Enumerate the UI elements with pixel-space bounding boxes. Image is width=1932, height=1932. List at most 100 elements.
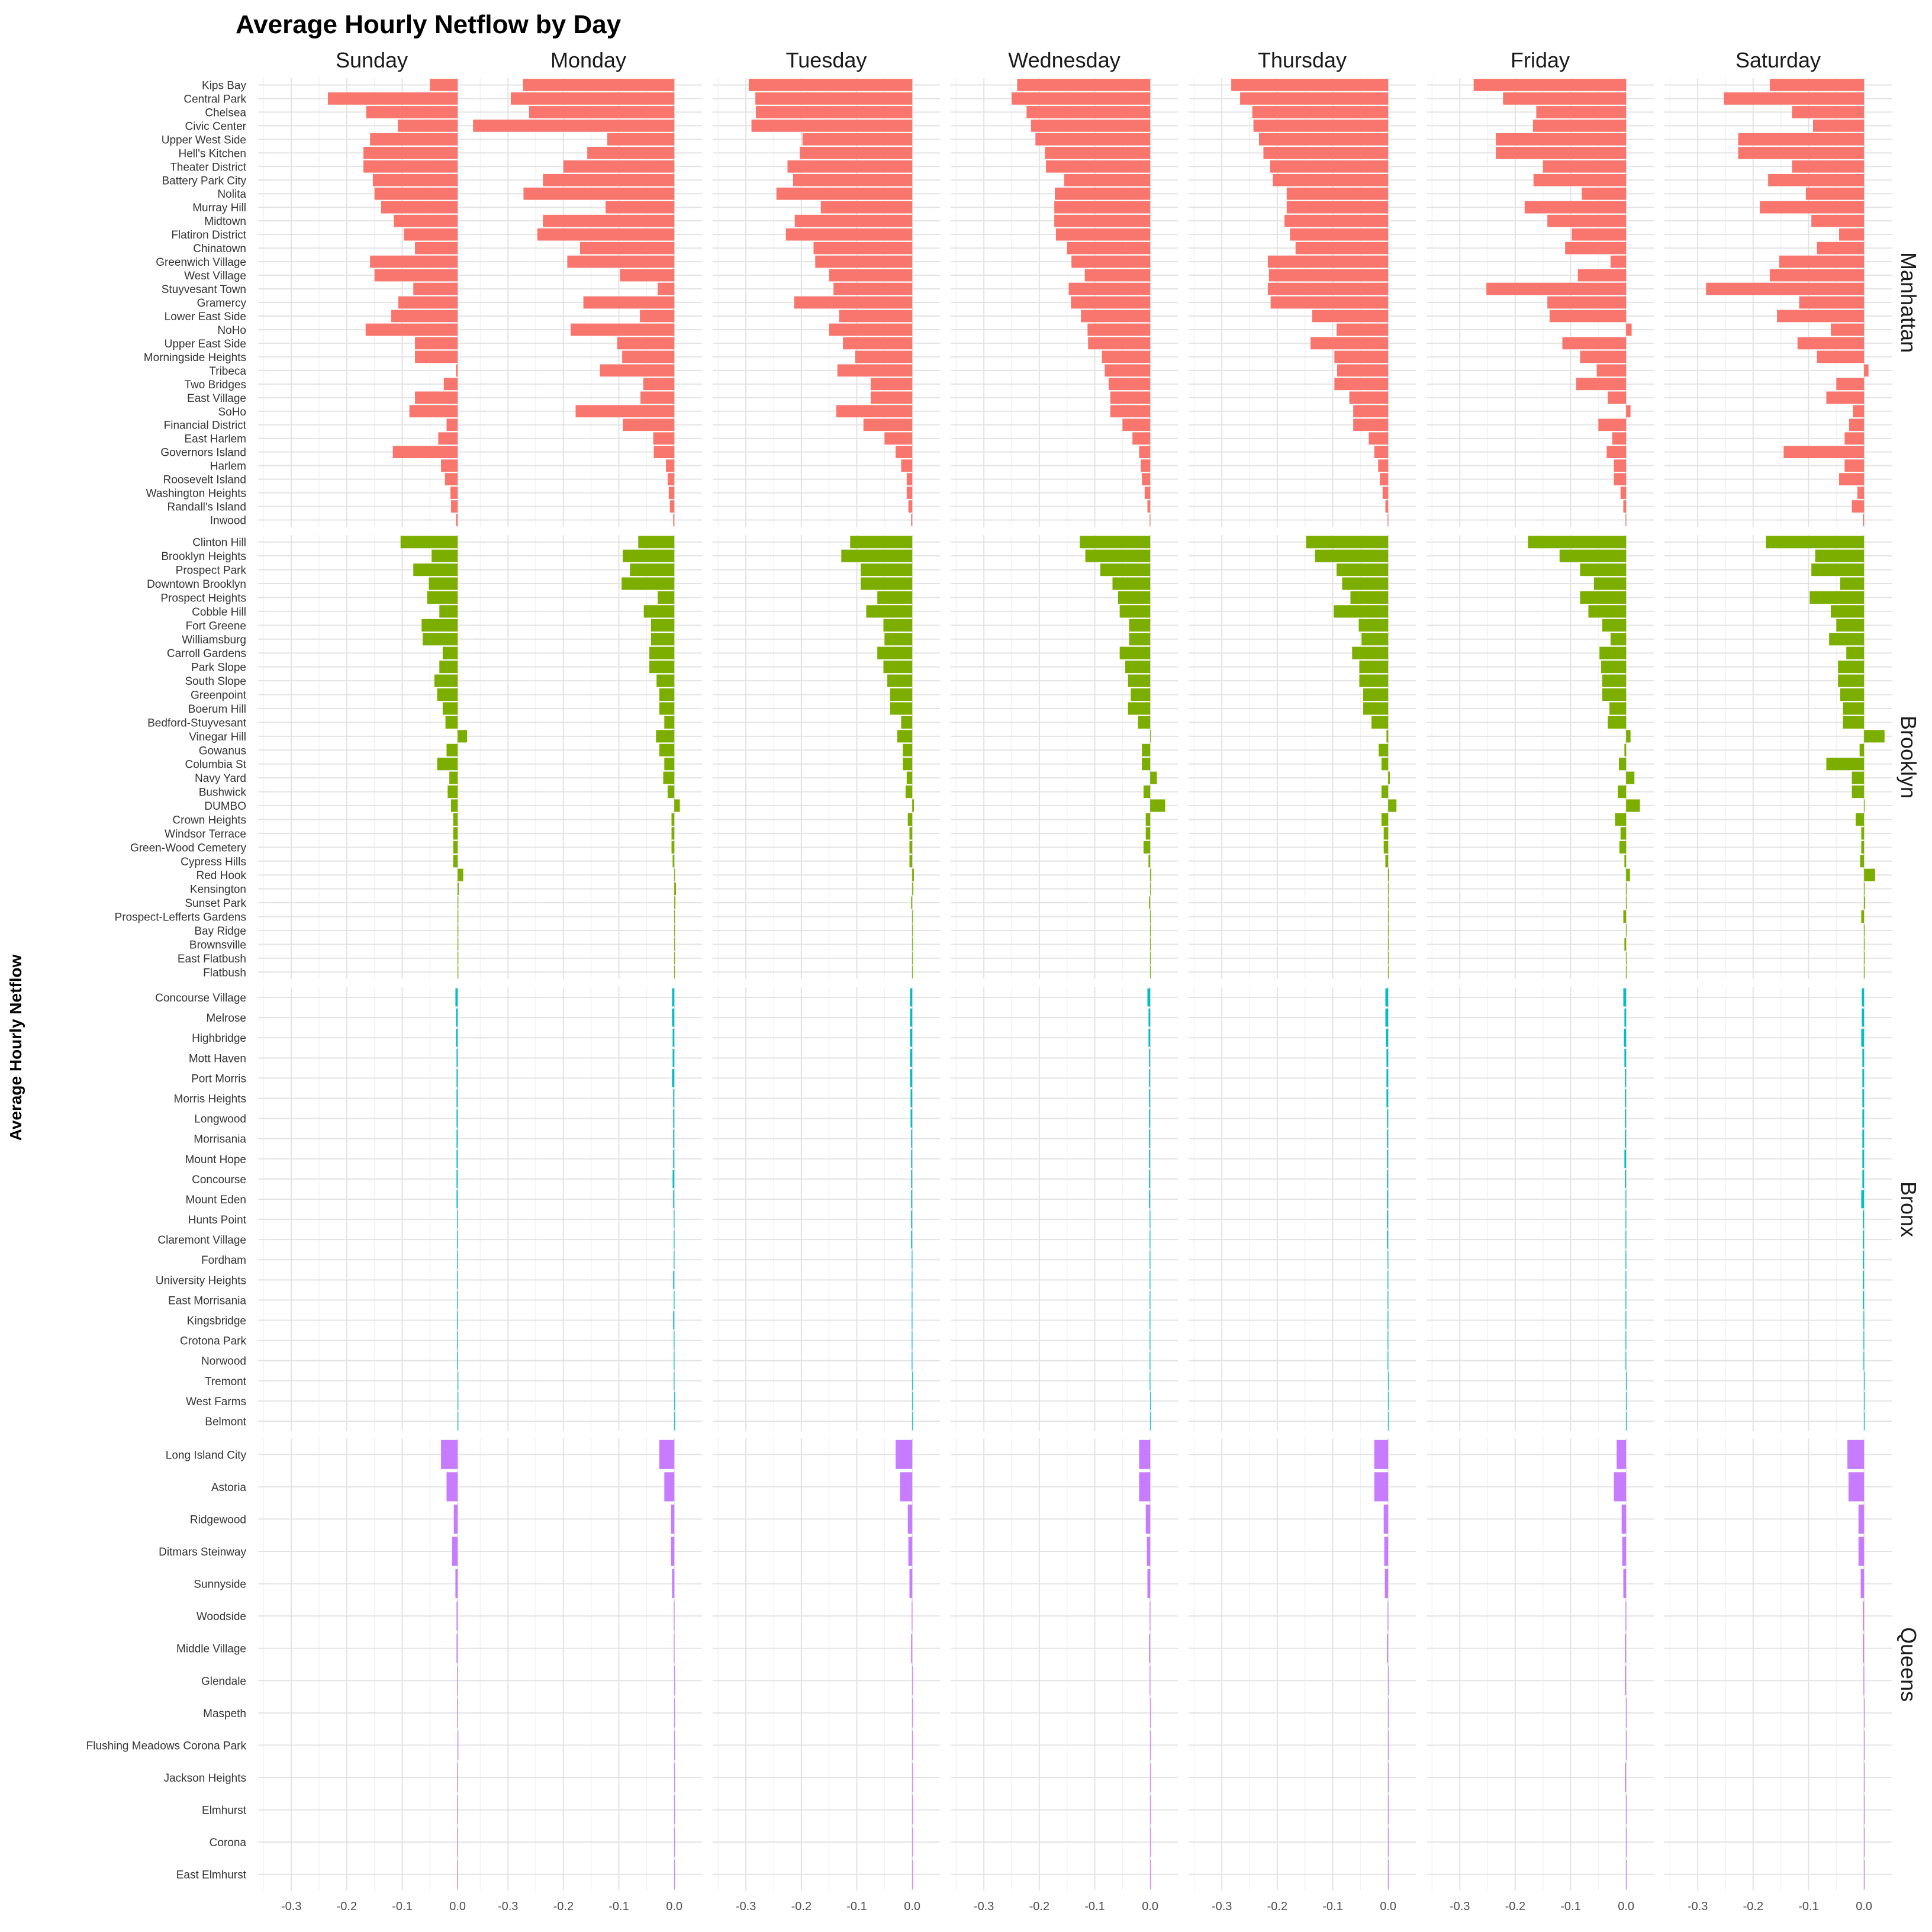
bar-brooklyn-brownsville-tuesday	[912, 938, 913, 951]
bar-manhattan-east-harlem-thursday	[1368, 432, 1389, 445]
bar-manhattan-midtown-tuesday	[794, 214, 913, 227]
bar-brooklyn-boerum-hill-thursday	[1363, 702, 1389, 715]
day-strip-label-monday: Monday	[550, 48, 626, 72]
bar-manhattan-theater-district-thursday	[1270, 160, 1389, 173]
bar-queens-ridgewood-saturday	[1858, 1504, 1865, 1534]
bar-manhattan-midtown-friday	[1547, 214, 1627, 227]
bar-brooklyn-fort-greene-tuesday	[883, 619, 913, 632]
bar-bronx-concourse-village-thursday	[1385, 988, 1389, 1007]
bar-queens-woodside-sunday	[456, 1601, 458, 1631]
bar-manhattan-financial-district-monday	[623, 418, 675, 432]
panel-bronx-friday	[1427, 987, 1654, 1431]
bar-brooklyn-prospect-park-thursday	[1337, 564, 1389, 577]
bar-brooklyn-dumbo-saturday	[1864, 799, 1865, 812]
bar-manhattan-soho-tuesday	[836, 405, 913, 418]
bar-manhattan-washington-heights-thursday	[1382, 487, 1389, 499]
bar-bronx-highbridge-sunday	[456, 1028, 458, 1047]
bar-manhattan-theater-district-sunday	[363, 160, 458, 173]
bar-bronx-concourse-village-monday	[672, 988, 675, 1007]
bar-bronx-morrisania-friday	[1625, 1129, 1627, 1148]
bar-bronx-port-morris-monday	[672, 1069, 675, 1087]
y-tick-label-flatiron-district: Flatiron District	[171, 229, 246, 242]
bar-brooklyn-cypress-hills-friday	[1624, 855, 1627, 868]
bar-bronx-norwood-friday	[1625, 1351, 1627, 1370]
bar-bronx-hunts-point-sunday	[457, 1210, 458, 1229]
bar-bronx-port-morris-thursday	[1386, 1069, 1389, 1087]
bar-manhattan-flatiron-district-monday	[537, 228, 675, 241]
bar-bronx-morrisania-saturday	[1862, 1129, 1865, 1148]
bar-bronx-highbridge-saturday	[1861, 1028, 1865, 1047]
y-tick-label-tremont: Tremont	[205, 1376, 247, 1388]
bar-manhattan-theater-district-saturday	[1792, 160, 1865, 173]
bar-brooklyn-green-wood-cemetery-friday	[1619, 841, 1627, 854]
bar-manhattan-roosevelt-island-saturday	[1839, 473, 1865, 485]
bar-manhattan-west-village-saturday	[1769, 269, 1865, 282]
bar-brooklyn-park-slope-friday	[1601, 661, 1627, 674]
bar-manhattan-lower-east-side-sunday	[391, 310, 458, 323]
panel-queens-thursday	[1189, 1438, 1416, 1891]
bar-manhattan-kips-bay-tuesday	[748, 79, 913, 91]
bar-bronx-mount-eden-wednesday	[1149, 1190, 1151, 1209]
bar-bronx-longwood-monday	[673, 1109, 675, 1128]
bar-queens-astoria-monday	[664, 1472, 675, 1502]
y-tick-label-bay-ridge: Bay Ridge	[194, 925, 246, 938]
bar-queens-middle-village-wednesday	[1149, 1634, 1151, 1663]
bar-brooklyn-navy-yard-wednesday	[1150, 771, 1157, 784]
y-tick-label-ridgewood: Ridgewood	[190, 1514, 246, 1526]
y-tick-label-park-slope: Park Slope	[191, 662, 246, 674]
bar-brooklyn-clinton-hill-sunday	[400, 536, 458, 549]
bar-brooklyn-crown-heights-tuesday	[907, 813, 913, 826]
bar-manhattan-governors-island-thursday	[1374, 446, 1389, 459]
bar-brooklyn-downtown-brooklyn-tuesday	[861, 577, 913, 590]
bar-manhattan-battery-park-city-monday	[543, 173, 675, 186]
bar-bronx-mount-hope-monday	[673, 1149, 675, 1168]
bar-manhattan-civic-center-thursday	[1253, 120, 1389, 132]
bar-manhattan-chelsea-tuesday	[756, 106, 913, 118]
bar-brooklyn-bushwick-friday	[1618, 785, 1627, 798]
bar-brooklyn-vinegar-hill-tuesday	[897, 730, 913, 743]
y-tick-label-west-village: West Village	[184, 270, 246, 282]
bar-queens-middle-village-saturday	[1863, 1634, 1865, 1663]
bar-brooklyn-vinegar-hill-sunday	[458, 730, 468, 743]
panel-brooklyn-tuesday	[713, 535, 940, 979]
bar-manhattan-kips-bay-friday	[1473, 79, 1627, 91]
bar-bronx-university-heights-sunday	[457, 1270, 458, 1289]
bar-manhattan-flatiron-district-wednesday	[1055, 228, 1151, 241]
x-tick-label: -0.2	[791, 1900, 812, 1913]
bar-bronx-claremont-village-saturday	[1863, 1230, 1865, 1249]
bar-bronx-mott-haven-sunday	[456, 1048, 458, 1067]
bar-brooklyn-greenpoint-monday	[659, 688, 675, 701]
bar-brooklyn-williamsburg-thursday	[1361, 633, 1389, 646]
bar-queens-ridgewood-thursday	[1383, 1504, 1389, 1534]
bar-brooklyn-bushwick-wednesday	[1143, 785, 1151, 798]
bar-manhattan-roosevelt-island-wednesday	[1142, 473, 1151, 485]
bar-queens-elmhurst-saturday	[1864, 1795, 1865, 1825]
panel-brooklyn-thursday	[1189, 535, 1416, 979]
bar-queens-astoria-sunday	[446, 1472, 458, 1502]
bar-manhattan-nolita-sunday	[374, 187, 458, 200]
bar-brooklyn-bay-ridge-monday	[674, 924, 675, 937]
bar-bronx-mott-haven-saturday	[1862, 1048, 1865, 1067]
bar-brooklyn-dumbo-monday	[674, 799, 680, 812]
y-tick-label-battery-park-city: Battery Park City	[162, 175, 246, 187]
x-tick-label: -0.3	[281, 1900, 301, 1913]
bar-brooklyn-prospect-heights-thursday	[1350, 591, 1389, 604]
bar-brooklyn-boerum-hill-wednesday	[1128, 702, 1151, 715]
bar-manhattan-east-harlem-sunday	[438, 432, 458, 445]
bar-queens-long-island-city-monday	[659, 1440, 675, 1469]
bar-queens-east-elmhurst-thursday	[1388, 1860, 1389, 1889]
bar-manhattan-kips-bay-monday	[523, 79, 675, 91]
bar-bronx-longwood-saturday	[1862, 1109, 1865, 1128]
bar-manhattan-harlem-saturday	[1844, 459, 1865, 472]
bar-brooklyn-park-slope-sunday	[439, 661, 458, 674]
bar-manhattan-two-bridges-saturday	[1836, 378, 1865, 391]
bar-brooklyn-south-slope-sunday	[434, 674, 458, 687]
y-tick-label-kips-bay: Kips Bay	[202, 79, 246, 92]
borough-strip-label-bronx: Bronx	[1896, 1181, 1921, 1237]
bar-manhattan-inwood-wednesday	[1149, 514, 1151, 526]
bar-queens-woodside-wednesday	[1149, 1601, 1151, 1631]
bar-manhattan-lower-east-side-monday	[640, 310, 675, 323]
bar-manhattan-gramercy-monday	[583, 296, 675, 309]
bar-bronx-concourse-village-sunday	[455, 988, 458, 1007]
bar-queens-elmhurst-monday	[674, 1795, 675, 1825]
